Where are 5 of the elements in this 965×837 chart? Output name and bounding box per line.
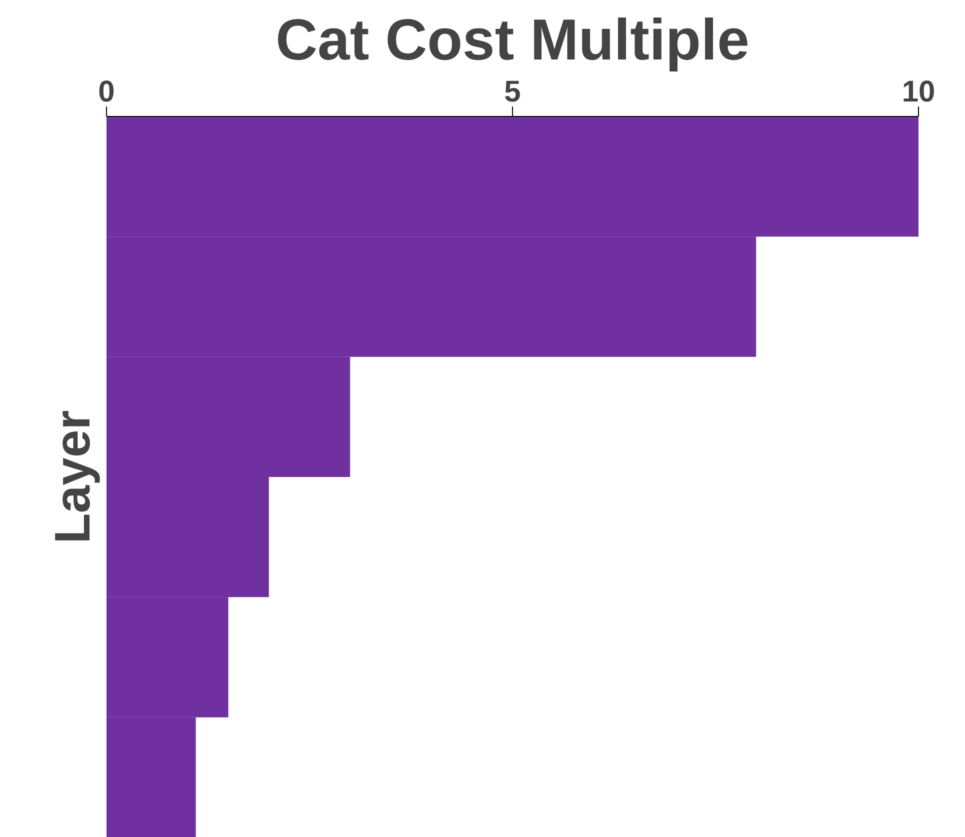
x-tick-label: 10 [902,76,936,108]
chart-title: Cat Cost Multiple [276,8,750,72]
x-tick-label: 0 [98,76,115,108]
x-tick-label: 5 [504,76,521,108]
y-axis-title: Layer [44,410,100,544]
